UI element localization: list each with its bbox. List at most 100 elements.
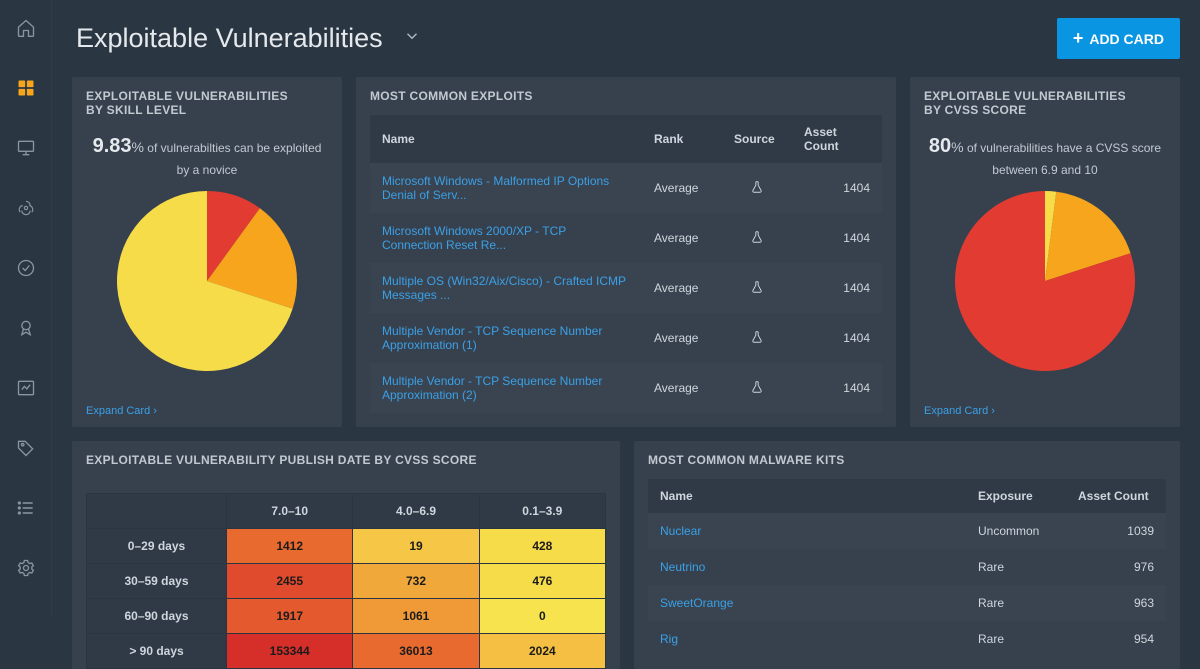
heat-row-label: > 90 days [87, 634, 227, 669]
heat-cell[interactable]: 2455 [227, 564, 353, 599]
exploit-count: 1404 [792, 263, 882, 313]
table-row[interactable]: Microsoft Windows 2000/XP - TCP Connecti… [370, 213, 882, 263]
col-exposure[interactable]: Exposure [966, 479, 1066, 513]
sidebar-item-chart[interactable] [8, 370, 44, 406]
sidebar-item-check[interactable] [8, 250, 44, 286]
flask-icon [722, 363, 792, 413]
publish-heatmap: 7.0–104.0–6.90.1–3.9 0–29 days1412194283… [86, 493, 606, 669]
card-exploits: MOST COMMON EXPLOITS Name Rank Source As… [356, 77, 896, 427]
flask-icon [722, 163, 792, 213]
table-row: 30–59 days2455732476 [87, 564, 606, 599]
card-malware: MOST COMMON MALWARE KITS Name Exposure A… [634, 441, 1180, 669]
page-title[interactable]: Exploitable Vulnerabilities [76, 23, 421, 54]
heat-row-label: 0–29 days [87, 529, 227, 564]
heat-col-header: 4.0–6.9 [353, 494, 479, 529]
sidebar-item-settings[interactable] [8, 550, 44, 586]
table-row: > 90 days153344360132024 [87, 634, 606, 669]
table-row[interactable]: NeutrinoRare976 [648, 549, 1166, 585]
malware-count: 954 [1066, 621, 1166, 657]
flask-icon [722, 213, 792, 263]
table-row[interactable]: Microsoft Windows - Malformed IP Options… [370, 163, 882, 213]
exploit-rank: Average [642, 263, 722, 313]
exploit-count: 1404 [792, 163, 882, 213]
add-card-button[interactable]: + ADD CARD [1057, 18, 1180, 59]
heat-col-header: 0.1–3.9 [479, 494, 605, 529]
heat-cell[interactable]: 1412 [227, 529, 353, 564]
malware-count: 1039 [1066, 513, 1166, 549]
exploit-link[interactable]: Microsoft Windows - Malformed IP Options… [382, 174, 609, 202]
table-row: 60–90 days191710610 [87, 599, 606, 634]
skill-stat: 9.83% of vulnerabilties can be exploited… [86, 131, 328, 179]
col-asset-count-m[interactable]: Asset Count [1066, 479, 1166, 513]
exploit-link[interactable]: Microsoft Windows 2000/XP - TCP Connecti… [382, 224, 566, 252]
card-title-cvss: EXPLOITABLE VULNERABILITIES BY CVSS SCOR… [910, 77, 1180, 129]
sidebar-item-tag[interactable] [8, 430, 44, 466]
col-name-m[interactable]: Name [648, 479, 966, 513]
malware-exposure: Rare [966, 549, 1066, 585]
expand-skill[interactable]: Expand Card [72, 397, 342, 427]
cvss-pie-chart [924, 187, 1166, 381]
heat-col-header [87, 494, 227, 529]
exploits-table: Name Rank Source Asset Count Microsoft W… [370, 115, 882, 413]
malware-table: Name Exposure Asset Count Nuclear Uncommo… [648, 479, 1166, 657]
exploit-count: 1404 [792, 213, 882, 263]
exploit-link[interactable]: Multiple OS (Win32/Aix/Cisco) - Crafted … [382, 274, 626, 302]
malware-count: 963 [1066, 585, 1166, 621]
sidebar-item-badge[interactable] [8, 310, 44, 346]
heat-cell[interactable]: 428 [479, 529, 605, 564]
col-name[interactable]: Name [370, 115, 642, 163]
heat-cell[interactable]: 732 [353, 564, 479, 599]
col-rank[interactable]: Rank [642, 115, 722, 163]
sidebar-item-monitor[interactable] [8, 130, 44, 166]
exploit-link[interactable]: Multiple Vendor - TCP Sequence Number Ap… [382, 374, 602, 402]
heat-cell[interactable]: 0 [479, 599, 605, 634]
malware-link[interactable]: Rig [660, 632, 678, 646]
expand-cvss[interactable]: Expand Card [910, 397, 1180, 427]
malware-exposure: Rare [966, 621, 1066, 657]
heat-cell[interactable]: 36013 [353, 634, 479, 669]
exploit-link[interactable]: Multiple Vendor - TCP Sequence Number Ap… [382, 324, 602, 352]
exploit-rank: Average [642, 213, 722, 263]
heat-col-header: 7.0–10 [227, 494, 353, 529]
table-row[interactable]: SweetOrangeRare963 [648, 585, 1166, 621]
table-row[interactable]: Rig Rare954 [648, 621, 1166, 657]
exploit-count: 1404 [792, 363, 882, 413]
sidebar-item-dashboard[interactable] [8, 70, 44, 106]
heat-cell[interactable]: 2024 [479, 634, 605, 669]
table-row[interactable]: Multiple Vendor - TCP Sequence Number Ap… [370, 363, 882, 413]
table-row[interactable]: Nuclear Uncommon1039 [648, 513, 1166, 549]
table-row[interactable]: Multiple OS (Win32/Aix/Cisco) - Crafted … [370, 263, 882, 313]
heat-row-label: 60–90 days [87, 599, 227, 634]
sidebar-item-list[interactable] [8, 490, 44, 526]
card-title-malware: MOST COMMON MALWARE KITS [634, 441, 1180, 479]
add-card-label: ADD CARD [1089, 31, 1164, 47]
table-row[interactable]: Multiple Vendor - TCP Sequence Number Ap… [370, 313, 882, 363]
main: Exploitable Vulnerabilities + ADD CARD E… [52, 0, 1200, 617]
chevron-down-icon [403, 27, 421, 50]
col-source[interactable]: Source [722, 115, 792, 163]
malware-exposure: Uncommon [966, 513, 1066, 549]
page-title-text: Exploitable Vulnerabilities [76, 23, 383, 54]
card-title-skill: EXPLOITABLE VULNERABILITIES BY SKILL LEV… [72, 77, 342, 129]
sidebar-item-home[interactable] [8, 10, 44, 46]
card-cvss: EXPLOITABLE VULNERABILITIES BY CVSS SCOR… [910, 77, 1180, 427]
card-publish-date: EXPLOITABLE VULNERABILITY PUBLISH DATE B… [72, 441, 620, 669]
header: Exploitable Vulnerabilities + ADD CARD [72, 10, 1180, 77]
heat-cell[interactable]: 1061 [353, 599, 479, 634]
heat-cell[interactable]: 1917 [227, 599, 353, 634]
heat-cell[interactable]: 476 [479, 564, 605, 599]
card-title-publish: EXPLOITABLE VULNERABILITY PUBLISH DATE B… [72, 441, 620, 479]
heat-cell[interactable]: 19 [353, 529, 479, 564]
heat-cell[interactable]: 153344 [227, 634, 353, 669]
exploit-rank: Average [642, 163, 722, 213]
malware-link[interactable]: Nuclear [660, 524, 701, 538]
card-skill-level: EXPLOITABLE VULNERABILITIES BY SKILL LEV… [72, 77, 342, 427]
col-asset-count[interactable]: Asset Count [792, 115, 882, 163]
table-row: 0–29 days141219428 [87, 529, 606, 564]
sidebar [0, 0, 52, 617]
sidebar-item-biohazard[interactable] [8, 190, 44, 226]
card-title-exploits: MOST COMMON EXPLOITS [356, 77, 896, 115]
malware-link[interactable]: SweetOrange [660, 596, 733, 610]
exploit-rank: Average [642, 363, 722, 413]
malware-link[interactable]: Neutrino [660, 560, 705, 574]
